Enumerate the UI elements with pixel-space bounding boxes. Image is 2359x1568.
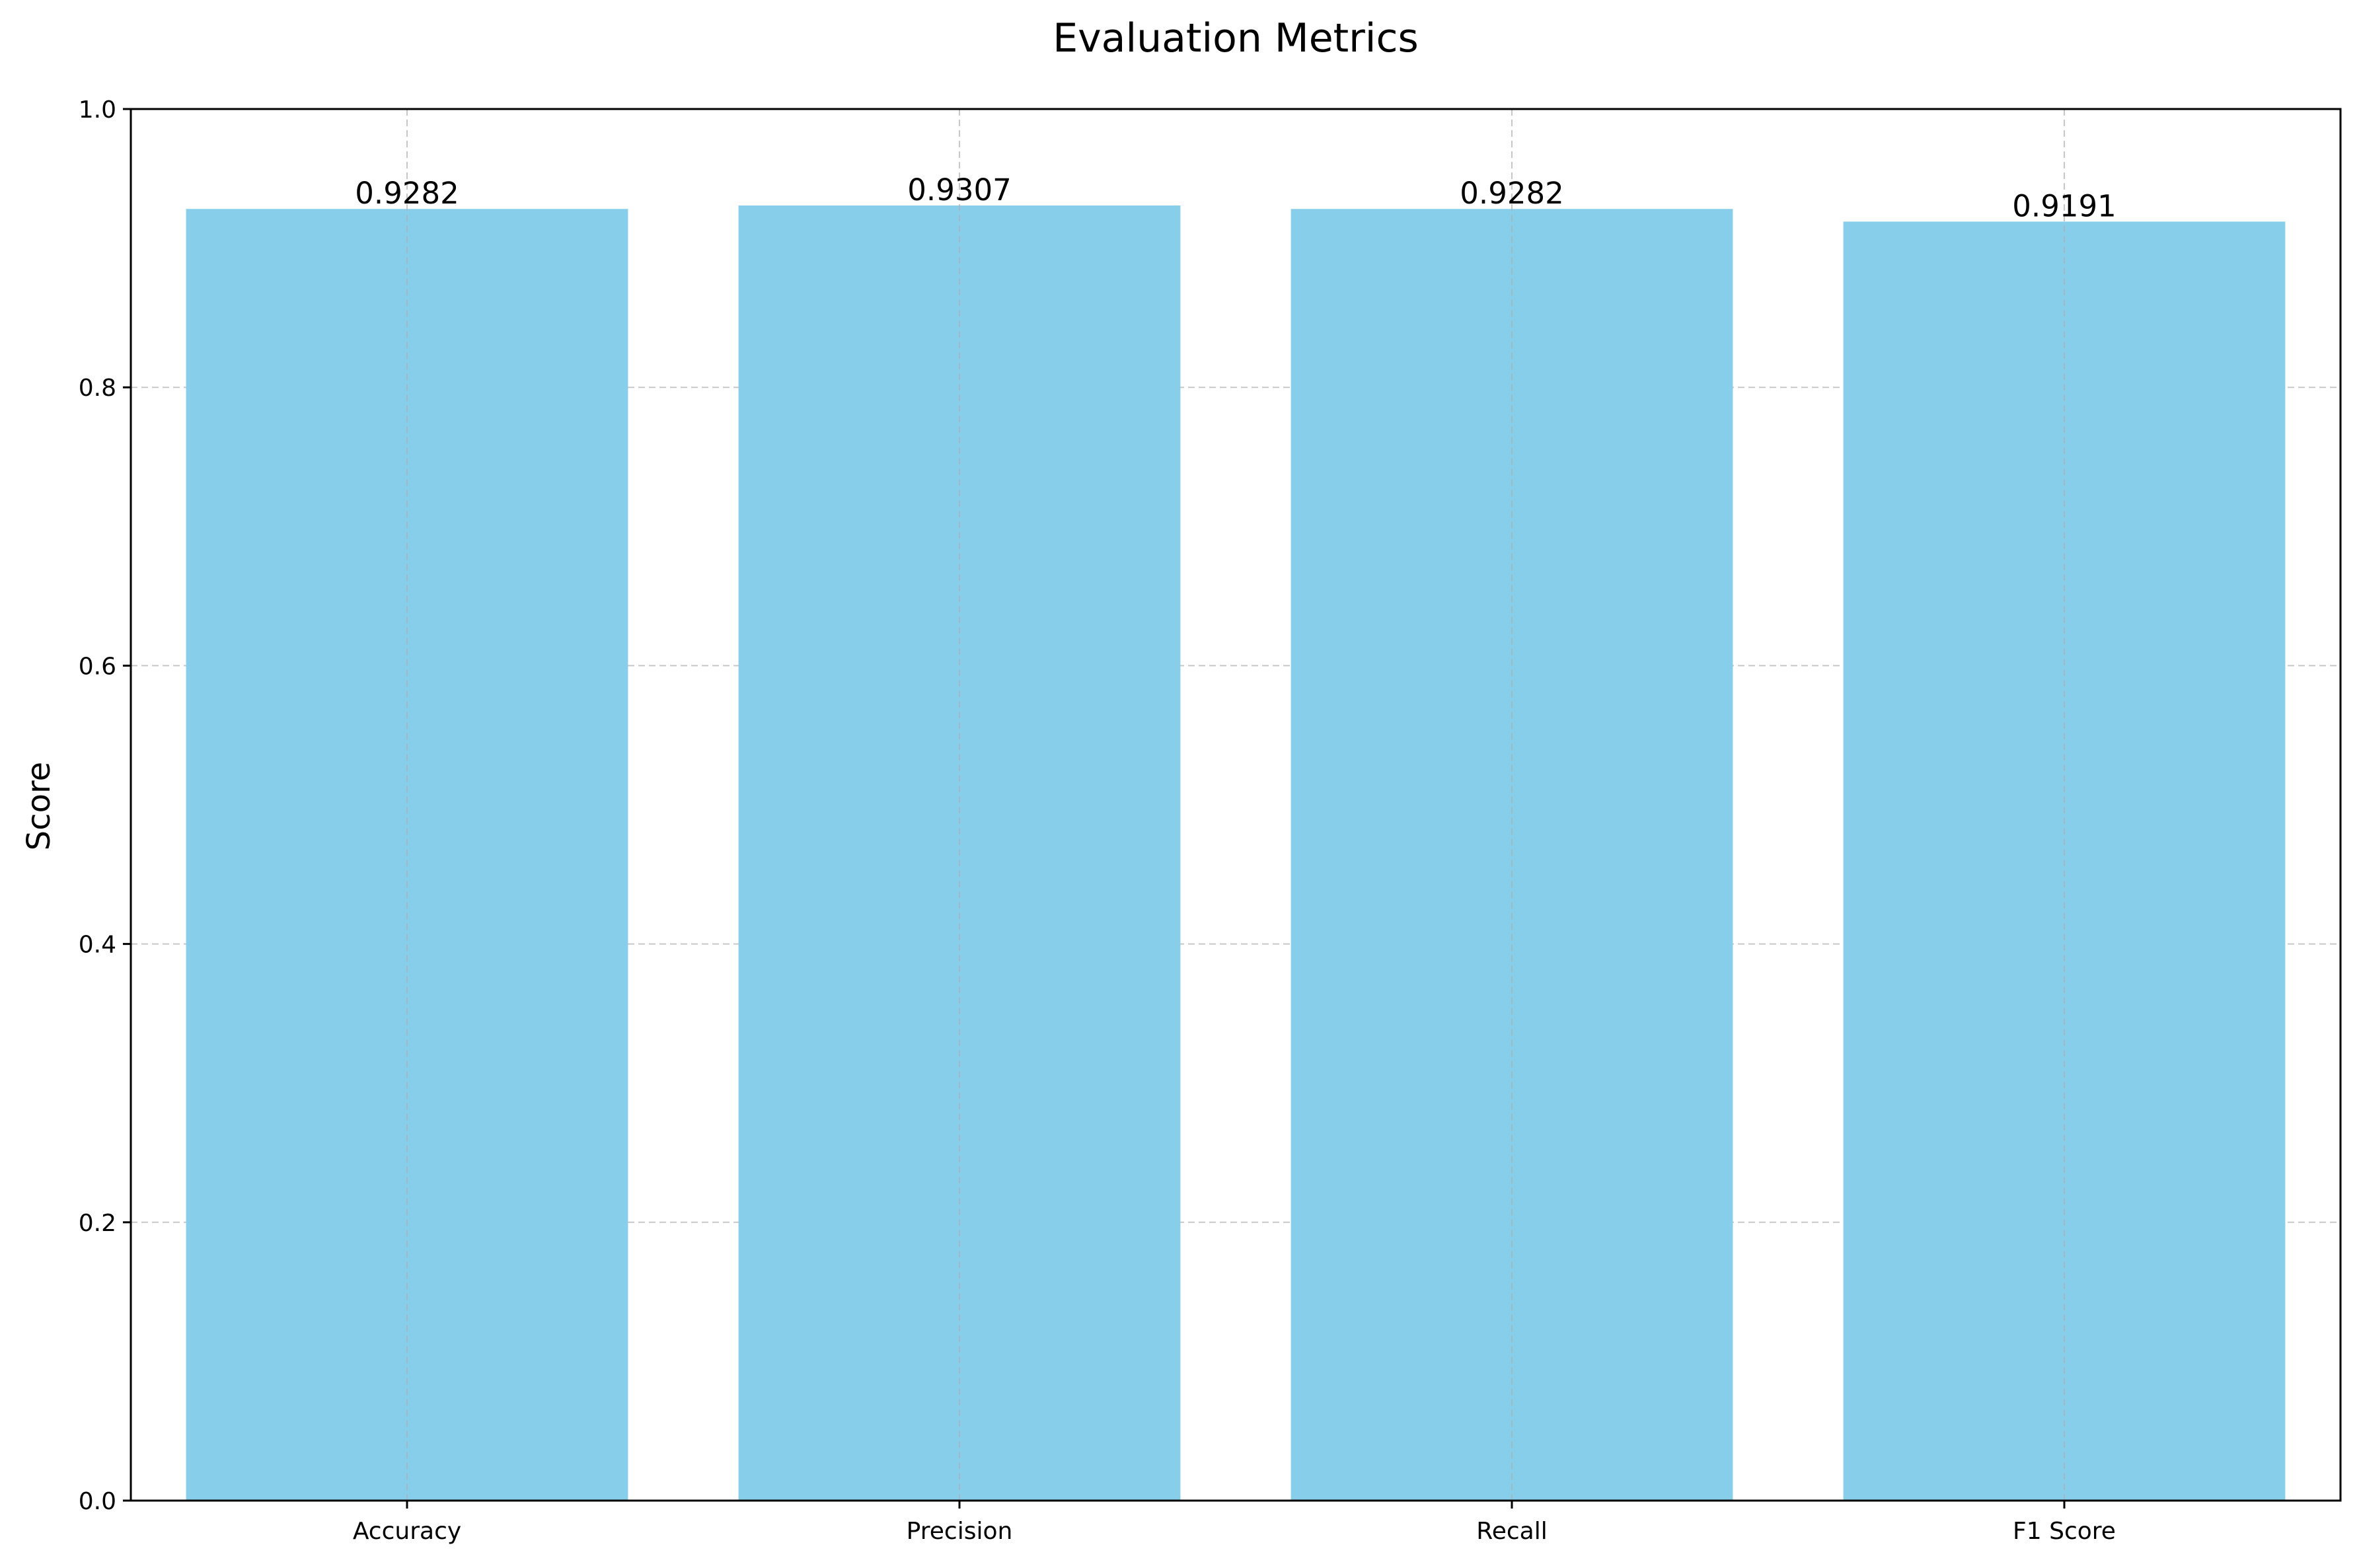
y-axis-label: Score	[20, 762, 57, 850]
y-tick-label: 0.0	[79, 1488, 116, 1515]
x-tick-label: Recall	[1476, 1518, 1547, 1545]
y-tick-label: 0.4	[79, 932, 116, 959]
y-tick-label: 0.6	[79, 653, 116, 680]
plot-frame	[130, 108, 2342, 1502]
x-tick-label: Accuracy	[353, 1518, 461, 1545]
bar-value-label: 0.9282	[1460, 176, 1563, 211]
bar-value-labels: 0.9282 0.9307 0.9282 0.9191	[355, 172, 2116, 223]
bar-value-label: 0.9282	[355, 176, 459, 211]
bar-value-label: 0.9191	[2012, 188, 2116, 223]
y-tick-label: 0.2	[79, 1210, 116, 1237]
y-tick-label: 1.0	[79, 96, 116, 124]
x-axis-ticks: Accuracy Precision Recall F1 Score	[353, 1501, 2116, 1545]
x-tick-label: F1 Score	[2013, 1518, 2116, 1545]
y-tick-label: 0.8	[79, 375, 116, 402]
x-tick-label: Precision	[907, 1518, 1013, 1545]
bar-value-label: 0.9307	[907, 172, 1011, 207]
y-axis-ticks: 0.0 0.2 0.4 0.6 0.8 1.0	[79, 96, 131, 1515]
chart-title: Evaluation Metrics	[1053, 15, 1418, 61]
